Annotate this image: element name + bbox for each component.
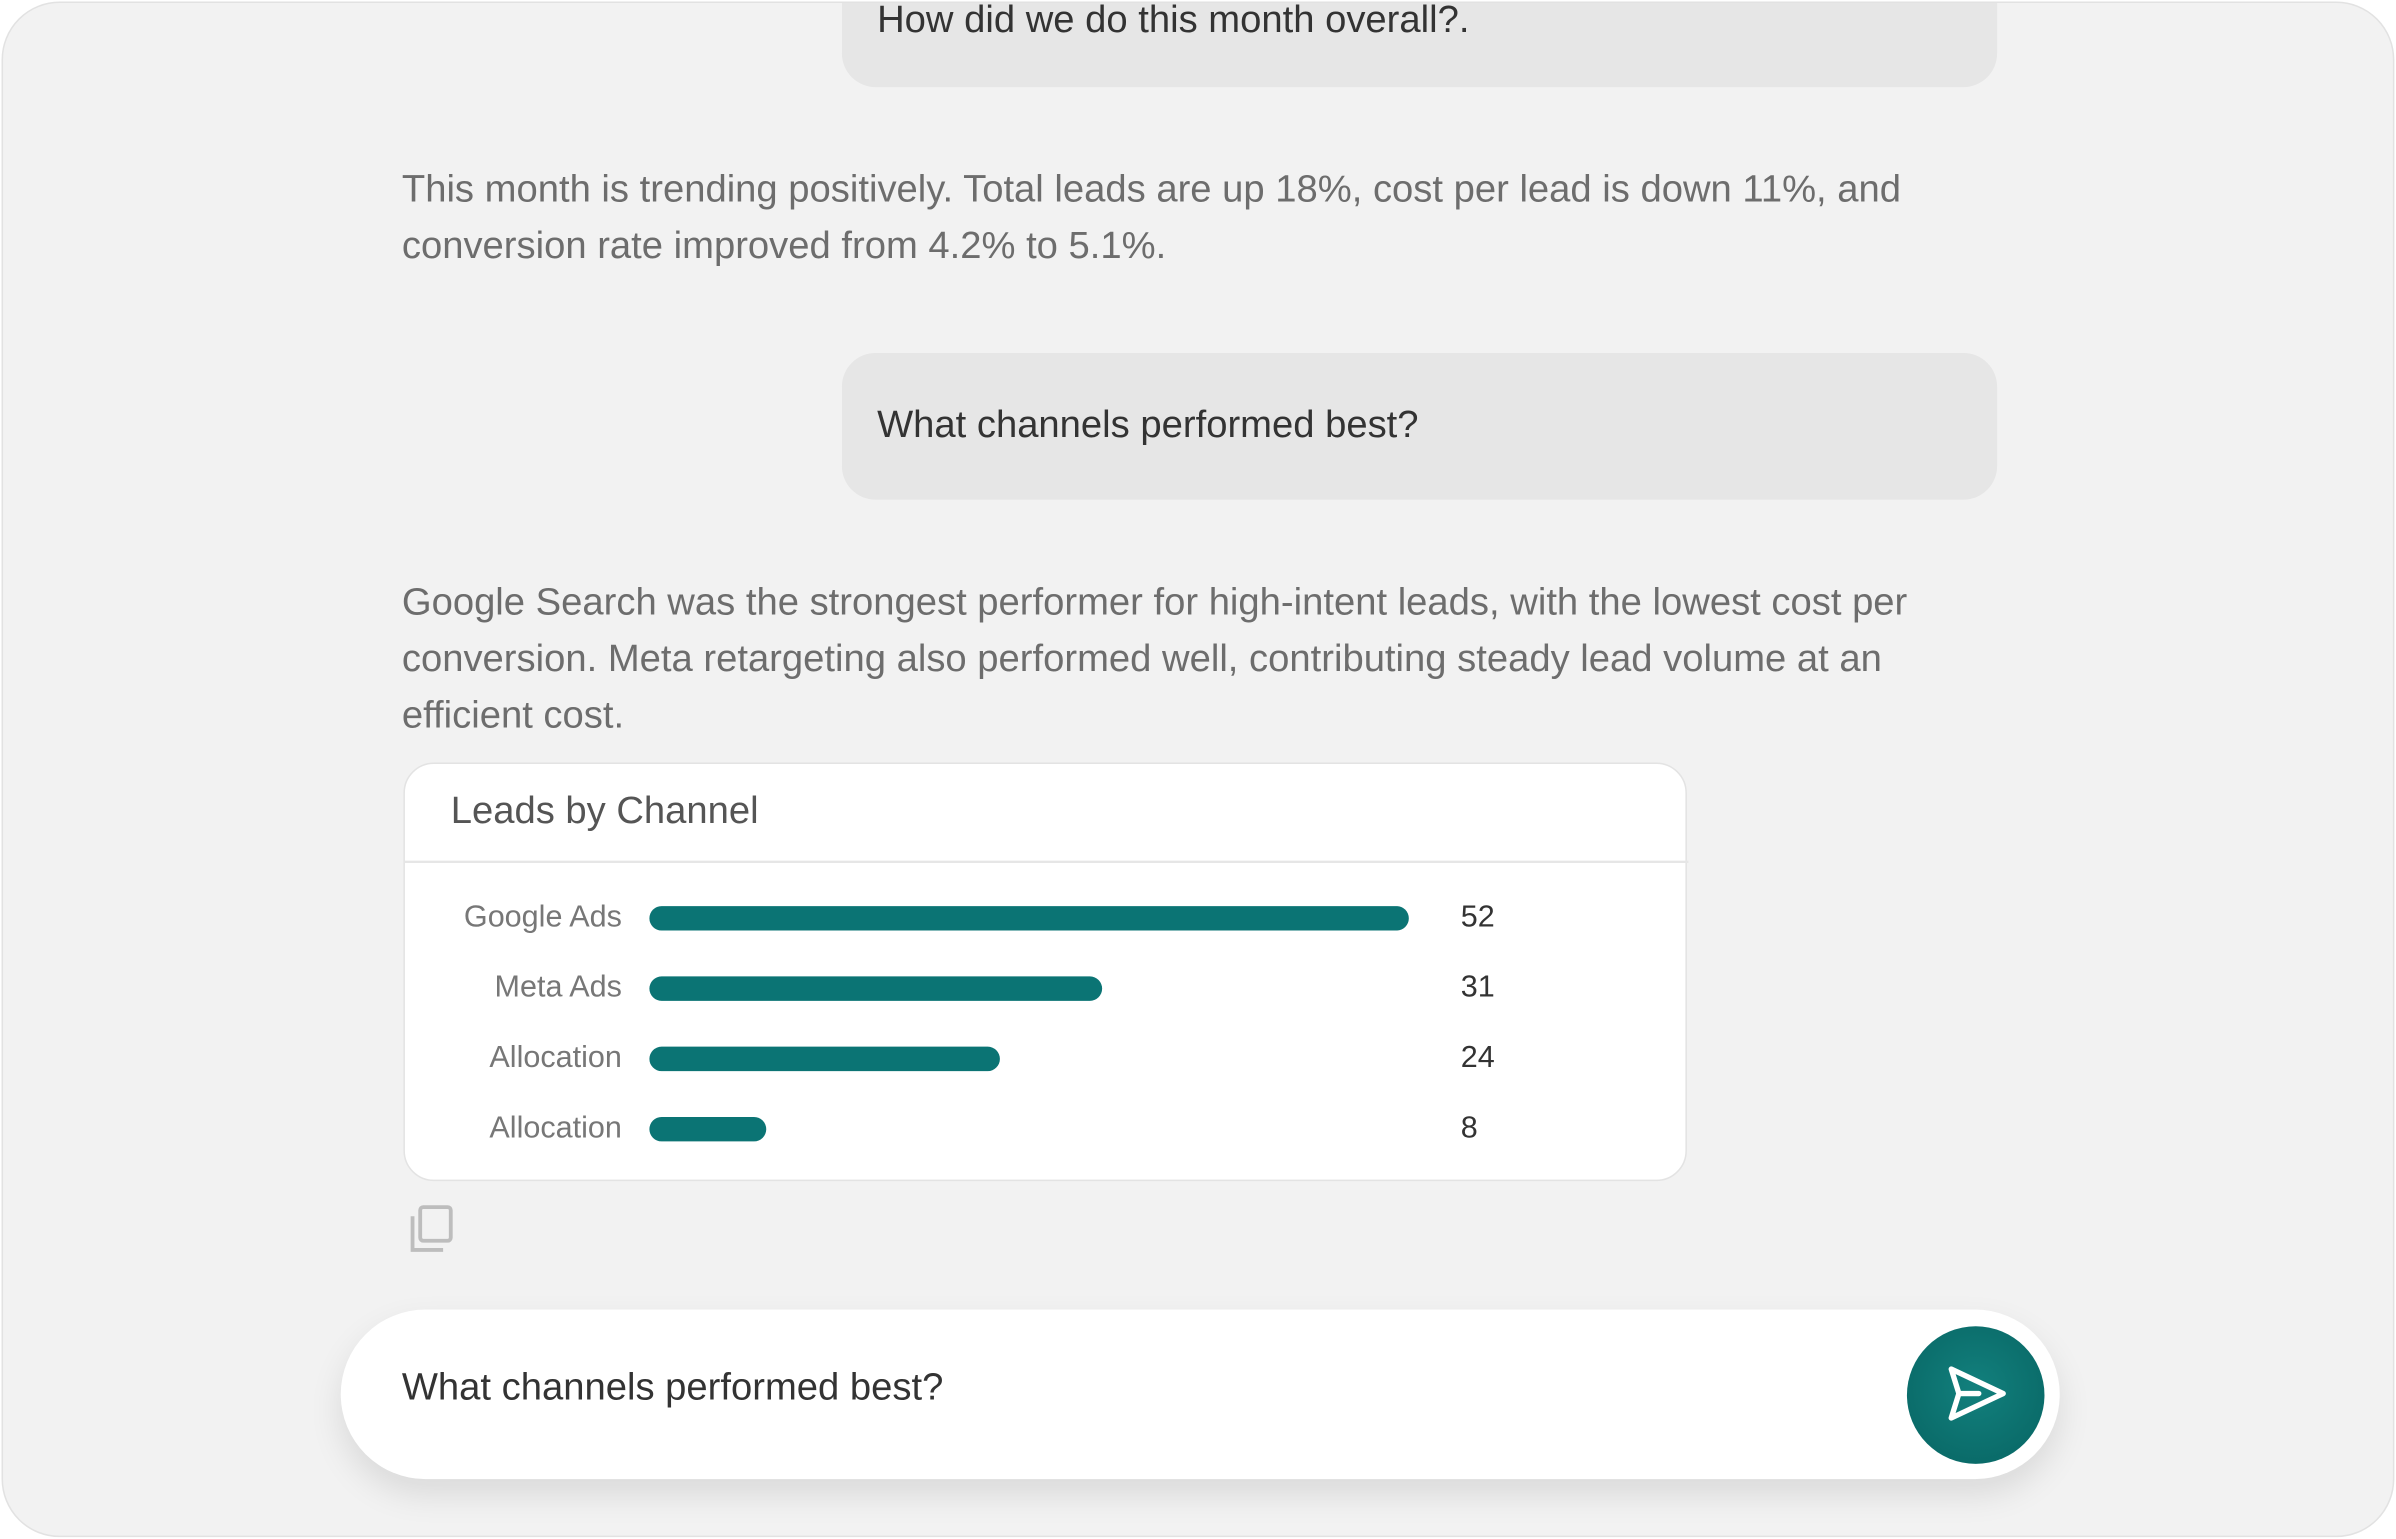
- category-label: Allocation: [489, 1110, 621, 1144]
- bar: [649, 1046, 1000, 1072]
- value-label: 24: [1461, 1040, 1495, 1074]
- chart-card: Leads by Channel Google Ads 52 Meta Ads 31 A…: [403, 762, 1689, 1182]
- chart: Leads by Channel Google Ads 52 Meta Ads 31 A…: [404, 789, 1689, 1144]
- category-label: Meta Ads: [495, 970, 622, 1004]
- bar: [649, 906, 1409, 931]
- value-label: 8: [1461, 1110, 1478, 1144]
- user-message: How did we do this month overall?.: [877, 1, 1470, 42]
- send-button[interactable]: [1899, 1319, 2052, 1472]
- copy-button[interactable]: [406, 1204, 458, 1256]
- user-bubble: What channels performed best?: [841, 352, 1998, 500]
- assistant-message: This month is trending positively. Total…: [401, 168, 1901, 268]
- user-message: What channels performed best?: [877, 403, 1419, 447]
- bar: [649, 1116, 767, 1142]
- assistant-message: Google Search was the strongest performe…: [401, 580, 1908, 737]
- chart-title: Leads by Channel: [451, 789, 759, 832]
- input-text[interactable]: What channels performed best?: [401, 1366, 944, 1409]
- bar: [649, 976, 1103, 1001]
- value-label: 52: [1461, 899, 1495, 933]
- chat-input[interactable]: What channels performed best?: [340, 1309, 2060, 1480]
- category-label: Google Ads: [464, 899, 622, 933]
- category-label: Allocation: [489, 1040, 621, 1074]
- user-bubble: How did we do this month overall?.: [841, 1, 1998, 88]
- value-label: 31: [1461, 970, 1495, 1004]
